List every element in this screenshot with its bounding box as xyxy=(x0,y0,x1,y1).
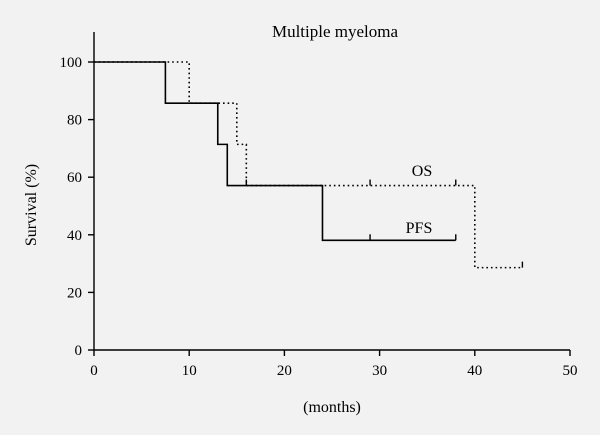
x-tick-label: 30 xyxy=(372,363,387,379)
km-curve-pfs xyxy=(94,61,456,242)
x-tick-label: 20 xyxy=(277,363,292,379)
km-curve-os xyxy=(94,61,523,269)
y-tick-label: 0 xyxy=(75,343,83,359)
y-tick-label: 40 xyxy=(67,228,82,244)
series-layer xyxy=(94,61,524,269)
x-tick-label: 0 xyxy=(90,363,98,379)
series-label-os: OS xyxy=(412,163,432,180)
y-axis-label: Survival (%) xyxy=(23,164,40,246)
x-tick-label: 50 xyxy=(563,363,578,379)
chart-title: Multiple myeloma xyxy=(272,22,399,41)
x-axis-label: (months) xyxy=(303,399,361,416)
y-tick-label: 60 xyxy=(67,170,82,186)
y-tick-label: 80 xyxy=(67,113,82,129)
x-tick-label: 10 xyxy=(182,363,197,379)
y-tick-label: 20 xyxy=(67,285,82,301)
y-tick-label: 100 xyxy=(60,55,83,71)
x-tick-label: 40 xyxy=(467,363,482,379)
axes: 0 10 20 30 40 50 0 20 40 60 80 100 xyxy=(60,32,578,379)
series-label-pfs: PFS xyxy=(406,220,433,237)
